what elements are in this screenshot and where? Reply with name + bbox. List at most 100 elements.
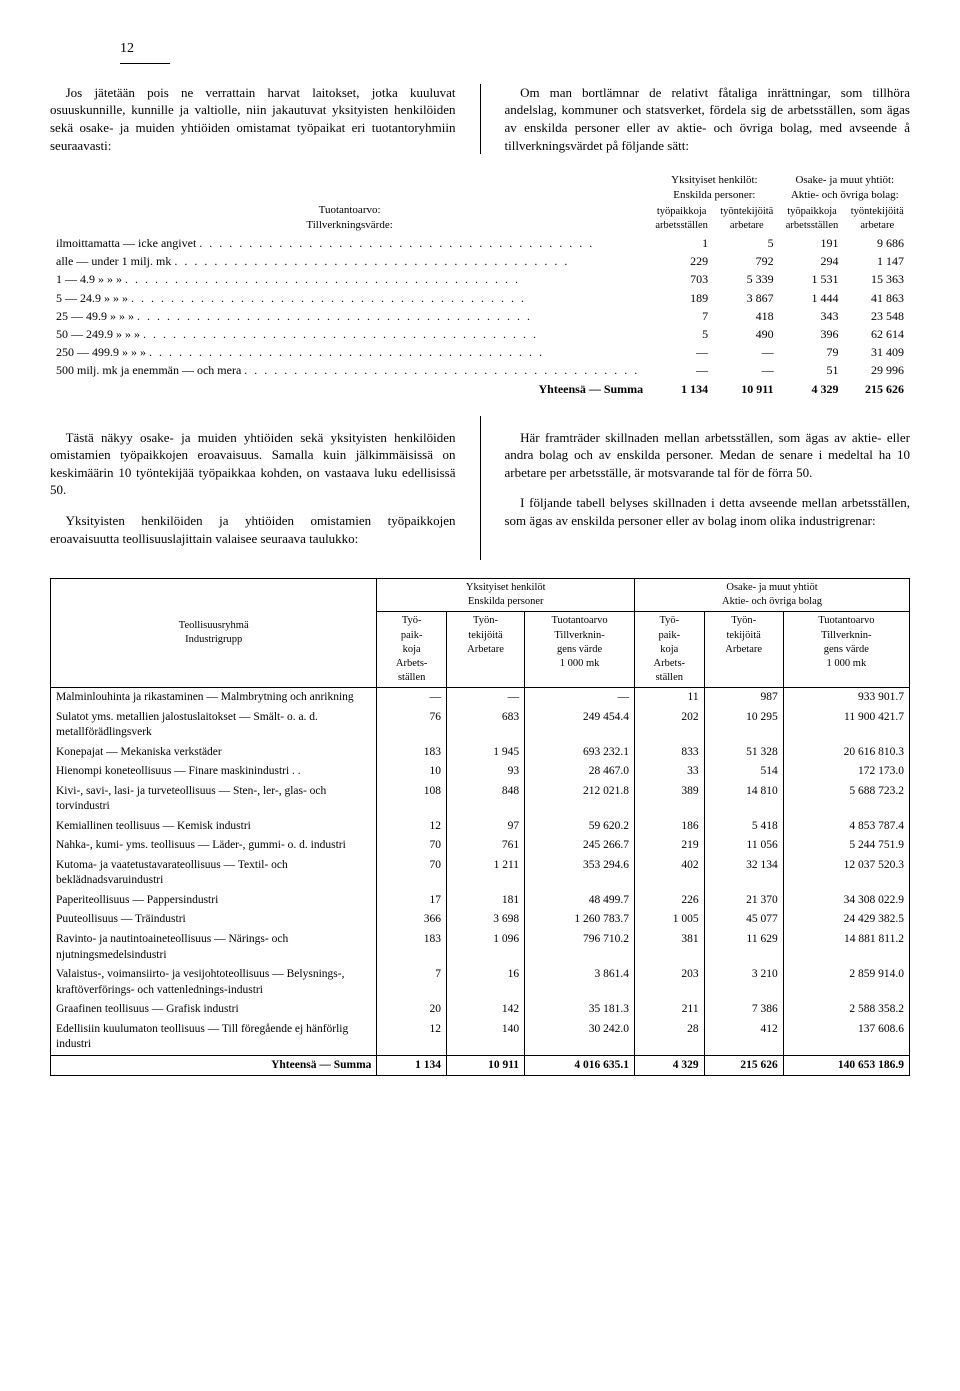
cell: — (714, 343, 780, 361)
cell: 1 134 (649, 380, 714, 398)
t2-g2: Osake- ja muut yhtiötAktie- och övriga b… (635, 579, 910, 612)
t1-hdr-osake: Osake- ja muut yhtiöt: (795, 174, 894, 186)
intro-right: Om man bortlämnar de relativt fåtaliga i… (505, 84, 911, 154)
t2-h-c: TuotantoarvoTillverknin-gens värde1 000 … (525, 612, 635, 688)
cell: 215 626 (844, 380, 910, 398)
cell: 35 181.3 (525, 1000, 635, 1020)
cell: 12 037 520.3 (783, 856, 909, 891)
table-row: Ravinto- ja nautintoaineteollisuus — När… (51, 930, 910, 965)
cell: 245 266.7 (525, 836, 635, 856)
row-label: 50 — 249.9 » » » (50, 325, 649, 343)
cell: 7 (377, 965, 447, 1000)
cell: 137 608.6 (783, 1020, 909, 1056)
table-row: 500 milj. mk ja enemmän — och mera ——512… (50, 361, 910, 379)
cell: 186 (635, 817, 705, 837)
cell: 1 531 (780, 270, 845, 288)
table-row: Valaistus-, voimansiirto- ja vesijohtote… (51, 965, 910, 1000)
row-label: Konepajat — Mekaniska verkstäder (51, 743, 377, 763)
row-label: Ravinto- ja nautintoaineteollisuus — När… (51, 930, 377, 965)
cell: 15 363 (844, 270, 910, 288)
cell: 70 (377, 856, 447, 891)
cell: 4 853 787.4 (783, 817, 909, 837)
table-row: Kemiallinen teollisuus — Kemisk industri… (51, 817, 910, 837)
cell: 796 710.2 (525, 930, 635, 965)
row-label: Kemiallinen teollisuus — Kemisk industri (51, 817, 377, 837)
cell: 189 (649, 289, 714, 307)
cell: 7 386 (704, 1000, 783, 1020)
cell: 1 260 783.7 (525, 910, 635, 930)
row-label: Malminlouhinta ja rikastaminen — Malmbry… (51, 688, 377, 708)
cell: 848 (446, 782, 524, 817)
cell: 28 (635, 1020, 705, 1056)
t1-sub-4: työntekijöitäarbetare (844, 204, 910, 234)
cell: 1 211 (446, 856, 524, 891)
cell: 792 (714, 252, 780, 270)
cell: 93 (446, 762, 524, 782)
cell: 761 (446, 836, 524, 856)
row-label: Hienompi koneteollisuus — Finare maskini… (51, 762, 377, 782)
cell: 933 901.7 (783, 688, 909, 708)
cell: 5 (714, 234, 780, 252)
cell: 12 (377, 817, 447, 837)
cell: 183 (377, 743, 447, 763)
cell: 10 911 (446, 1055, 524, 1076)
cell: 1 (649, 234, 714, 252)
cell: 59 620.2 (525, 817, 635, 837)
table-row: ilmoittamatta — icke angivet 151919 686 (50, 234, 910, 252)
cell: 212 021.8 (525, 782, 635, 817)
cell: 142 (446, 1000, 524, 1020)
cell: 12 (377, 1020, 447, 1056)
industry-table: TeollisuusryhmäIndustrigrupp Yksityiset … (50, 578, 910, 1076)
t1-hdr-till: Tillverkningsvärde: (306, 219, 392, 231)
col-divider-2 (480, 416, 481, 560)
cell: 16 (446, 965, 524, 1000)
cell: — (377, 688, 447, 708)
row-label: 250 — 499.9 » » » (50, 343, 649, 361)
cell: 703 (649, 270, 714, 288)
row-label: ilmoittamatta — icke angivet (50, 234, 649, 252)
cell: — (649, 343, 714, 361)
cell: 45 077 (704, 910, 783, 930)
summa-row: Yhteensä — Summa1 13410 9114 329215 626 (50, 380, 910, 398)
cell: 2 588 358.2 (783, 1000, 909, 1020)
cell: 514 (704, 762, 783, 782)
cell: 108 (377, 782, 447, 817)
row-label: Puuteollisuus — Träindustri (51, 910, 377, 930)
cell: 32 134 (704, 856, 783, 891)
cell: 1 096 (446, 930, 524, 965)
cell: 140 653 186.9 (783, 1055, 909, 1076)
cell: 3 861.4 (525, 965, 635, 1000)
cell: 693 232.1 (525, 743, 635, 763)
cell: 10 295 (704, 708, 783, 743)
mid-right-p1: Här framträder skillnaden mellan arbetss… (505, 429, 911, 482)
cell: 833 (635, 743, 705, 763)
cell: 10 (377, 762, 447, 782)
cell: 191 (780, 234, 845, 252)
cell: 17 (377, 891, 447, 911)
row-label: alle — under 1 milj. mk (50, 252, 649, 270)
table-row: 1 — 4.9 » » » 7035 3391 53115 363 (50, 270, 910, 288)
cell: 249 454.4 (525, 708, 635, 743)
mid-left-p2: Yksityisten henkilöiden ja yhtiöiden omi… (50, 512, 456, 547)
t1-hdr-aktie: Aktie- och övriga bolag: (791, 189, 899, 201)
cell: 1 134 (377, 1055, 447, 1076)
t1-hdr-ensk: Enskilda personer: (673, 189, 755, 201)
cell: 20 616 810.3 (783, 743, 909, 763)
cell: 29 996 (844, 361, 910, 379)
table-row: 25 — 49.9 » » » 741834323 548 (50, 307, 910, 325)
table-row: Konepajat — Mekaniska verkstäder 1831 94… (51, 743, 910, 763)
cell: 76 (377, 708, 447, 743)
cell: 2 859 914.0 (783, 965, 909, 1000)
cell: 97 (446, 817, 524, 837)
table-row: Edellisiin kuulumaton teollisuus — Till … (51, 1020, 910, 1056)
row-label: 1 — 4.9 » » » (50, 270, 649, 288)
cell: 229 (649, 252, 714, 270)
page-number: 12 (120, 40, 910, 59)
mid-left: Tästä näkyy osake- ja muiden yhtiöiden s… (50, 416, 456, 560)
t1-sub-2: työntekijöitäarbetare (714, 204, 780, 234)
cell: 79 (780, 343, 845, 361)
cell: 418 (714, 307, 780, 325)
table-row: 5 — 24.9 » » » 1893 8671 44441 863 (50, 289, 910, 307)
row-label: Graafinen teollisuus — Grafisk industri (51, 1000, 377, 1020)
cell: 203 (635, 965, 705, 1000)
